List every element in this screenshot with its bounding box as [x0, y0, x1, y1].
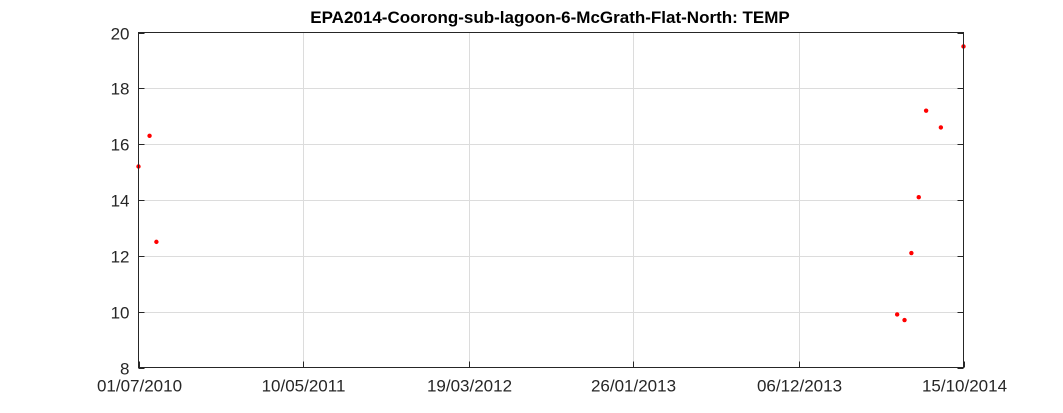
- data-point: [154, 239, 159, 245]
- data-point: [147, 133, 152, 138]
- x-tick-label: 01/07/2010: [97, 377, 182, 396]
- data-point: [894, 312, 900, 317]
- x-tick-label: 10/05/2011: [262, 377, 346, 396]
- plot-frame: [138, 32, 964, 368]
- data-point: [902, 317, 907, 323]
- y-tick-label: 12: [111, 248, 130, 267]
- tick-layer: 01/07/2010 10/05/2011 19/03/2012 26/01/2013…: [97, 25, 1007, 396]
- grid-layer: [138, 32, 964, 368]
- data-point: [923, 108, 929, 113]
- x-tick-label: 15/10/2014: [922, 377, 1007, 396]
- y-tick-label: 16: [111, 136, 130, 155]
- x-tick-label: 26/01/2013: [591, 377, 676, 396]
- y-tick-label: 10: [111, 304, 130, 323]
- data-point: [916, 195, 921, 200]
- x-tick-label: 06/12/2013: [757, 377, 842, 396]
- data-point: [938, 125, 944, 130]
- data-point: [909, 250, 914, 256]
- chart-title: EPA2014-Coorong-sub-lagoon-6-McGrath-Fla…: [310, 8, 789, 27]
- y-tick-label: 20: [111, 25, 130, 44]
- point-layer: [136, 44, 966, 323]
- y-tick-label: 8: [120, 360, 129, 379]
- x-tick-label: 19/03/2012: [427, 377, 512, 396]
- y-tick-label: 14: [111, 192, 130, 211]
- y-tick-label: 18: [111, 80, 130, 99]
